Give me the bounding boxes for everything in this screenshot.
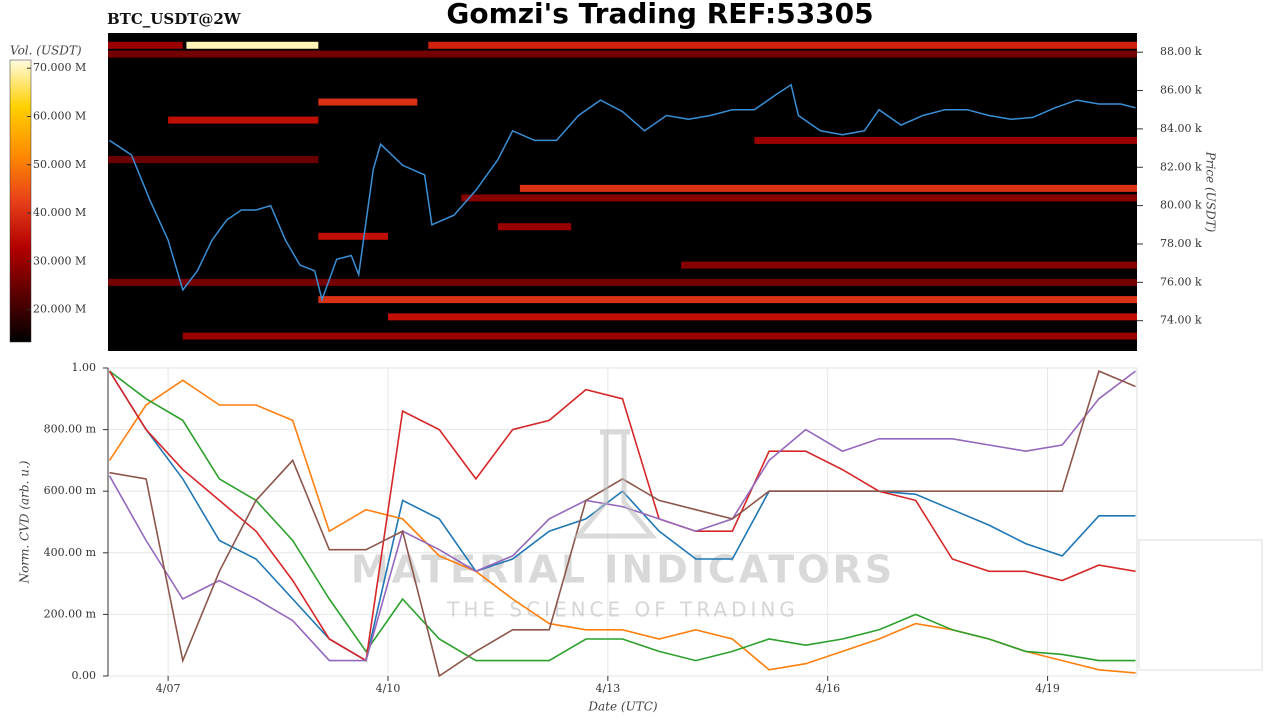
y-tick-label: 74.00 k [1160, 314, 1202, 327]
heatmap-band [186, 41, 319, 49]
heatmap-band [519, 184, 1137, 192]
x-tick-label: 4/10 [376, 682, 401, 695]
heatmap-band [497, 223, 572, 231]
y-tick-label: 200.00 m [44, 607, 97, 620]
x-axis-label: Date (UTC) [587, 700, 657, 714]
cvd-line [108, 370, 1136, 662]
heatmap-band [108, 50, 1137, 58]
y-tick-label: 78.00 k [1160, 237, 1202, 250]
y-tick-label: 0.00 [72, 669, 97, 682]
watermark: THE SCIENCE OF TRADING [446, 598, 799, 622]
heatmap-band [182, 332, 1137, 340]
colorbar-label: Vol. (USDT) [10, 44, 82, 58]
y-tick-label: 88.00 k [1160, 45, 1202, 58]
y-tick-label: 400.00 m [44, 546, 97, 559]
colorbar-tick-label: 30.000 M [33, 254, 86, 267]
y-tick-label: 1.00 [72, 361, 97, 374]
heatmap-band [681, 261, 1137, 269]
heatmap-band [318, 98, 418, 106]
heatmap-band [318, 296, 1138, 304]
colorbar-tick-label: 40.000 M [33, 206, 86, 219]
heatmap-band [387, 313, 1137, 321]
colorbar-tick-label: 20.000 M [33, 303, 86, 316]
y-axis-label: Norm. CVD (arb. u.) [18, 460, 32, 584]
colorbar-tick-label: 70.000 M [33, 61, 86, 74]
x-tick-label: 4/07 [156, 682, 181, 695]
price-line [109, 83, 1136, 303]
colorbar-tick-label: 50.000 M [33, 158, 86, 171]
y-tick-label: 76.00 k [1160, 275, 1202, 288]
heatmap-band [108, 278, 1137, 286]
chart-title: Gomzi's Trading REF:53305 [446, 0, 873, 30]
colorbar [9, 59, 32, 343]
colorbar-tick-label: 60.000 M [33, 109, 86, 122]
watermark: MATERIAL INDICATORS [351, 548, 895, 592]
y-axis-label: Price (USDT) [1204, 151, 1218, 233]
legend [1138, 539, 1263, 671]
y-tick-label: 82.00 k [1160, 160, 1202, 173]
y-tick-label: 84.00 k [1160, 122, 1202, 135]
watermark-icon [572, 429, 658, 539]
heatmap-band [108, 41, 183, 49]
symbol-label: BTC_USDT@2W [107, 10, 242, 28]
x-tick-label: 4/16 [815, 682, 840, 695]
x-tick-label: 4/19 [1035, 682, 1060, 695]
heatmap-band [428, 41, 1137, 49]
heatmap-band [461, 194, 1137, 202]
cvd-line [109, 370, 1136, 662]
y-tick-label: 86.00 k [1160, 84, 1202, 97]
heatmap-band [168, 116, 319, 124]
heatmap-band [754, 136, 1137, 144]
y-tick-label: 800.00 m [44, 423, 97, 436]
x-tick-label: 4/13 [595, 682, 620, 695]
heatmap-background [108, 33, 1137, 351]
y-tick-label: 80.00 k [1160, 199, 1202, 212]
heatmap-band [108, 156, 319, 164]
y-tick-label: 600.00 m [44, 484, 97, 497]
cvd-line [108, 370, 1136, 662]
heatmap-band [318, 232, 388, 240]
cvd-plot-area [107, 367, 1138, 677]
